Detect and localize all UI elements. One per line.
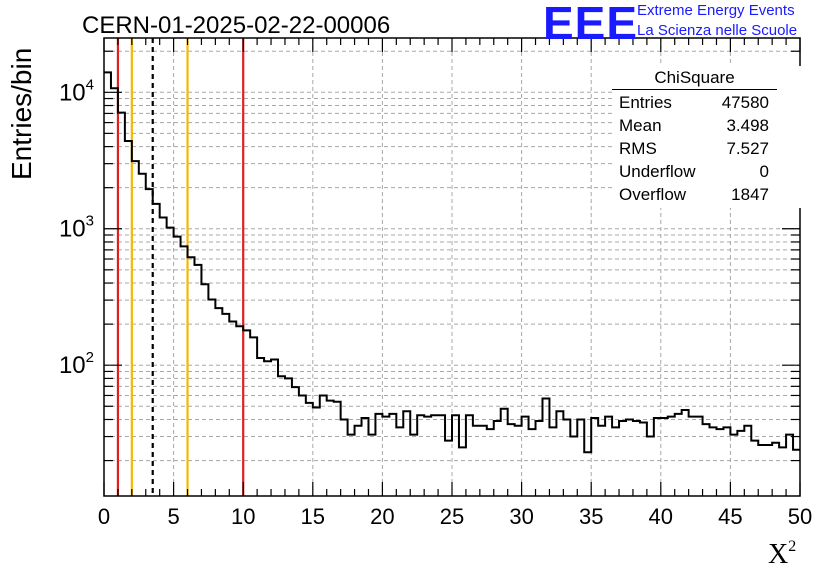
stat-row: RMS 7.527 — [619, 139, 769, 159]
x-axis-label-base: X — [768, 539, 789, 570]
stats-box: ChiSquare Entries 47580 Mean 3.498 RMS 7.52… — [612, 66, 808, 208]
axis-tick-labels: 0 5 10 15 20 25 30 35 40 45 50 102 103 104 — [59, 76, 812, 529]
x-tick-label: 35 — [579, 504, 603, 529]
stats-divider — [612, 89, 777, 90]
y-tick-label: 102 — [59, 349, 94, 379]
stat-label: RMS — [619, 139, 657, 158]
x-tick-label: 20 — [370, 504, 394, 529]
x-tick-label: 25 — [440, 504, 464, 529]
stat-label: Entries — [619, 93, 672, 112]
stat-value: 3.498 — [726, 116, 769, 135]
y-tick-label: 103 — [59, 213, 94, 243]
stat-label: Mean — [619, 116, 662, 135]
x-tick-label: 45 — [718, 504, 742, 529]
x-tick-label: 10 — [231, 504, 255, 529]
axis-ticks — [103, 38, 801, 496]
stat-value: 0 — [759, 162, 769, 181]
eee-logo: EEE — [543, 0, 639, 49]
y-axis-label: Entries/bin — [6, 47, 37, 180]
stat-label: Overflow — [619, 185, 687, 204]
x-tick-label: 5 — [167, 504, 179, 529]
stats-title: ChiSquare — [654, 68, 735, 87]
x-tick-label: 0 — [98, 504, 110, 529]
stat-value: 47580 — [721, 93, 769, 112]
stat-label: Underflow — [619, 162, 696, 181]
stat-value: 7.527 — [726, 139, 769, 158]
x-tick-label: 50 — [788, 504, 812, 529]
stat-row: Overflow 1847 — [619, 185, 769, 205]
logo-line-2: La Scienza nelle Scuole — [637, 22, 798, 39]
stat-value: 1847 — [731, 185, 769, 204]
logo-line-1: Extreme Energy Events — [637, 2, 795, 19]
x-axis-label-superscript: 2 — [788, 538, 797, 555]
x-tick-label: 30 — [509, 504, 533, 529]
reference-lines — [116, 38, 245, 496]
stat-row: Entries 47580 — [619, 93, 769, 113]
stat-row: Mean 3.498 — [619, 116, 769, 136]
stat-row: Underflow 0 — [619, 162, 769, 182]
histogram-outline — [104, 71, 800, 454]
x-axis-label: X2 — [768, 538, 796, 571]
x-tick-label: 15 — [301, 504, 325, 529]
y-tick-label: 104 — [59, 76, 94, 106]
chart-title: CERN-01-2025-02-22-00006 — [82, 12, 391, 39]
x-tick-label: 40 — [649, 504, 673, 529]
